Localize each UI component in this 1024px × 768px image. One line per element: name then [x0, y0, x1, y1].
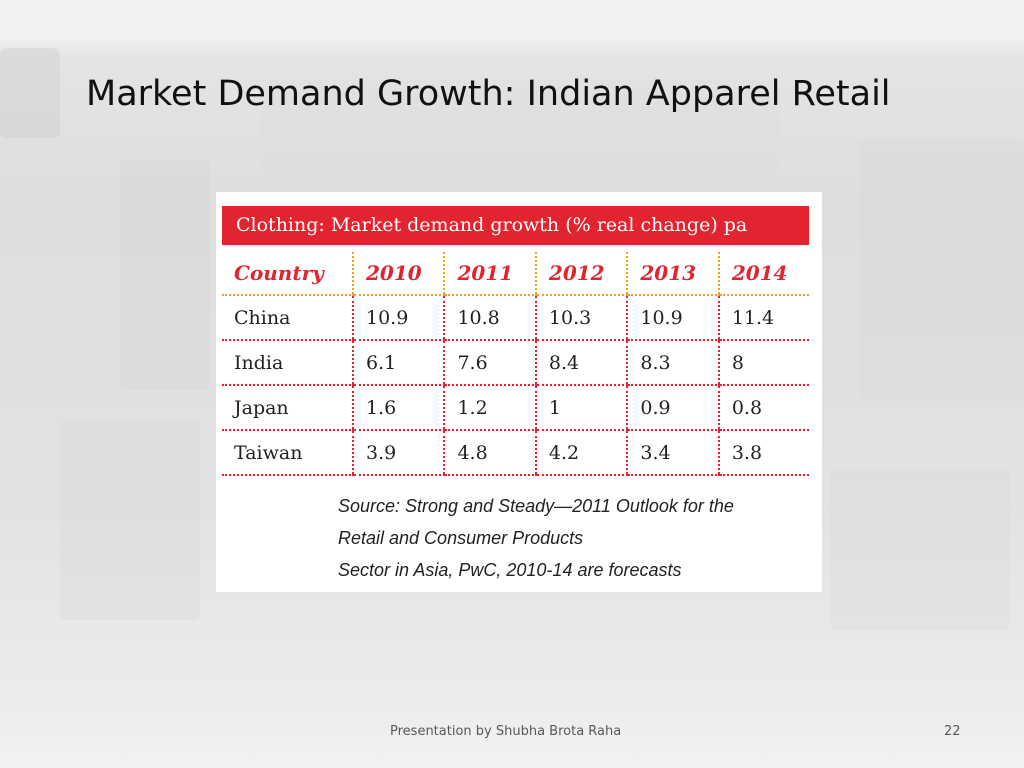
table-header-banner: Clothing: Market demand growth (% real c…: [222, 206, 809, 245]
growth-table: Country 2010 2011 2012 2013 2014 China 1…: [222, 252, 809, 476]
value-cell: 1: [534, 385, 628, 431]
value-cell: 4.2: [534, 430, 628, 476]
source-line: Source: Strong and Steady—2011 Outlook f…: [338, 496, 734, 516]
background-shape: [860, 140, 1024, 400]
value-cell: 3.4: [626, 430, 719, 476]
source-line: Retail and Consumer Products: [338, 528, 584, 548]
country-cell: Taiwan: [222, 430, 353, 476]
background-shape: [120, 160, 210, 390]
column-header-2012: 2012: [534, 252, 628, 296]
value-cell: 1.6: [351, 385, 445, 431]
column-header-2010: 2010: [351, 252, 445, 296]
table-header-row: Country 2010 2011 2012 2013 2014: [222, 252, 809, 296]
value-cell: 3.9: [351, 430, 445, 476]
background-shape: [830, 470, 1010, 630]
column-header-2011: 2011: [443, 252, 536, 296]
value-cell: 10.8: [443, 295, 536, 341]
value-cell: 4.8: [443, 430, 536, 476]
value-cell: 3.8: [717, 430, 809, 476]
slide-title: Market Demand Growth: Indian Apparel Ret…: [86, 74, 891, 114]
value-cell: 7.6: [443, 340, 536, 386]
background-shape: [60, 420, 200, 620]
column-header-2014: 2014: [717, 252, 809, 296]
source-line: Sector in Asia, PwC, 2010-14 are forecas…: [338, 560, 682, 580]
value-cell: 8.4: [534, 340, 628, 386]
column-header-2013: 2013: [626, 252, 719, 296]
top-strip: [0, 0, 1024, 40]
value-cell: 11.4: [717, 295, 809, 341]
table-image: Clothing: Market demand growth (% real c…: [216, 192, 822, 592]
column-header-country: Country: [222, 252, 353, 296]
background-shape: [260, 80, 780, 170]
country-cell: India: [222, 340, 353, 386]
value-cell: 10.9: [351, 295, 445, 341]
page-number: 22: [944, 724, 961, 739]
table-row: Japan 1.6 1.2 1 0.9 0.8: [222, 385, 809, 431]
value-cell: 0.9: [626, 385, 719, 431]
value-cell: 10.3: [534, 295, 628, 341]
country-cell: Japan: [222, 385, 353, 431]
value-cell: 10.9: [626, 295, 719, 341]
value-cell: 1.2: [443, 385, 536, 431]
source-note: Source: Strong and Steady—2011 Outlook f…: [338, 490, 818, 586]
value-cell: 8: [717, 340, 809, 386]
background-shape: [0, 48, 60, 138]
country-cell: China: [222, 295, 353, 341]
value-cell: 0.8: [717, 385, 809, 431]
table-row: Taiwan 3.9 4.8 4.2 3.4 3.8: [222, 430, 809, 476]
value-cell: 6.1: [351, 340, 445, 386]
value-cell: 8.3: [626, 340, 719, 386]
table-row: China 10.9 10.8 10.3 10.9 11.4: [222, 295, 809, 341]
slide-footer: Presentation by Shubha Brota Raha: [390, 724, 622, 739]
table-row: India 6.1 7.6 8.4 8.3 8: [222, 340, 809, 386]
